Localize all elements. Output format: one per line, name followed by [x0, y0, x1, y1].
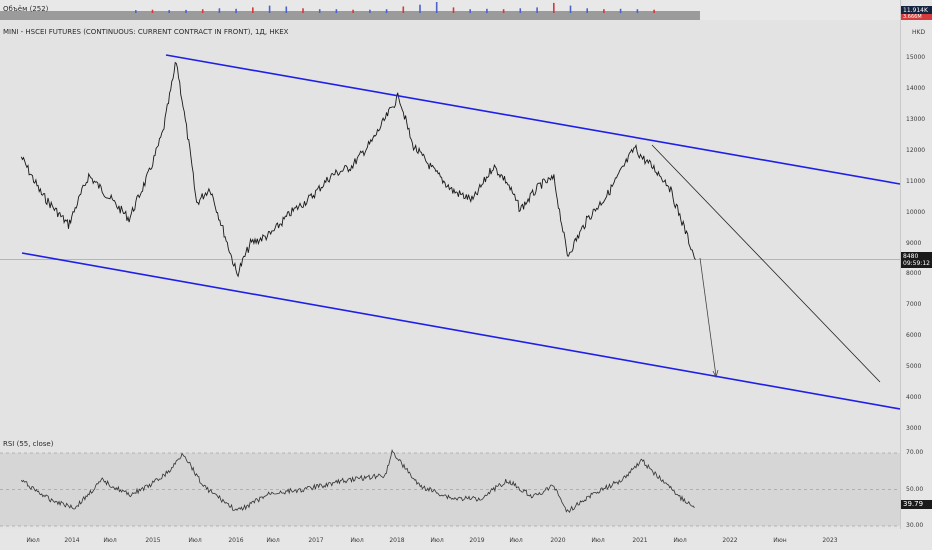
volume-bar: [252, 7, 254, 13]
time-tick-label: 2016: [228, 537, 244, 544]
time-tick-label: Июл: [591, 537, 605, 544]
volume-bar: [502, 9, 505, 13]
volume-bar: [536, 7, 538, 13]
price-tick-label: 4000: [906, 394, 922, 402]
volume-bar: [435, 2, 438, 13]
time-tick-label: 2017: [308, 537, 324, 544]
price-tick-label: 7000: [906, 301, 922, 309]
time-tick-label: 2014: [64, 537, 80, 544]
price-tick-label: 14000: [906, 84, 926, 92]
volume-bar: [469, 9, 471, 13]
time-tick-label: Июн: [773, 537, 787, 544]
price-tick-label: 15000: [906, 54, 926, 61]
lower-channel-line: [21, 252, 901, 410]
time-tick-label: Июл: [26, 537, 40, 544]
volume-bar: [653, 9, 655, 13]
volume-chart: [0, 2, 700, 20]
symbol-title: MINI - HSCEI FUTURES (CONTINUOUS: CURREN…: [3, 28, 289, 36]
volume-bar: [569, 5, 572, 13]
time-tick-label: 2020: [550, 537, 566, 544]
upper-channel-line: [165, 54, 901, 185]
volume-bar: [619, 8, 622, 14]
price-tick-label: 5000: [906, 363, 922, 371]
volume-bar: [135, 10, 137, 13]
currency-label: HKD: [912, 29, 926, 36]
price-pane: MINI - HSCEI FUTURES (CONTINUOUS: CURREN…: [0, 20, 901, 437]
time-tick-label: 2022: [722, 537, 738, 544]
volume-bar: [218, 8, 221, 13]
time-tick-label: Июл: [509, 537, 523, 544]
arrow-line: [699, 257, 717, 377]
time-tick-label: 2021: [632, 537, 648, 544]
price-tick-label: 12000: [906, 146, 926, 154]
volume-bar: [318, 9, 321, 13]
time-tick-label: Июл: [350, 537, 364, 544]
rsi-value-tag: 39.79: [901, 500, 932, 509]
trend-line: [651, 144, 881, 383]
volume-bar: [201, 9, 204, 13]
volume-bar: [553, 2, 555, 14]
time-tick-label: 2015: [145, 537, 161, 544]
volume-bar: [385, 9, 388, 13]
rsi-series: [20, 448, 695, 513]
time-tick-label: 2019: [469, 537, 485, 544]
volume-bar: [335, 9, 338, 13]
volume-bar: [519, 8, 522, 13]
time-tick-label: 2018: [389, 537, 405, 544]
price-tick-label: 9000: [906, 239, 922, 247]
time-axis[interactable]: Июл 2014 Июл 2015 Июл 2016 Июл 2017 Июл 2018 Июл 20…: [0, 529, 932, 550]
price-tick-label: 6000: [906, 332, 922, 340]
volume-pane: Объём (252): [0, 0, 900, 20]
rsi-tick-label: 30.00: [906, 522, 924, 529]
volume-value-tag: 11.914K: [901, 6, 932, 15]
time-tick-label: Июл: [430, 537, 444, 544]
price-tick-label: 10000: [906, 208, 926, 216]
volume-bar: [185, 9, 187, 13]
time-tick-label: Июл: [188, 537, 202, 544]
volume-bar: [168, 10, 170, 13]
rsi-tick-label: 70.00: [906, 449, 924, 456]
volume-bar: [603, 9, 605, 13]
rsi-title: RSI (55, close): [3, 440, 54, 448]
time-tick-label: Июл: [103, 537, 117, 544]
bar-close-timer: 09:59:12: [903, 260, 930, 267]
volume-bar: [151, 9, 154, 13]
time-tick-label: 2023: [822, 537, 838, 544]
price-tick-label: 13000: [906, 115, 926, 123]
price-series: [20, 61, 696, 278]
time-tick-label: Июл: [266, 537, 280, 544]
volume-bar: [452, 7, 455, 13]
volume-bar: [352, 9, 354, 13]
volume-title: Объём (252): [3, 5, 49, 13]
volume-baseline-fill: [0, 11, 700, 20]
rsi-tick-label: 50.00: [906, 485, 924, 493]
volume-bar: [369, 9, 371, 13]
volume-bar: [419, 4, 421, 13]
volume-bar: [402, 6, 405, 13]
price-tick-label: 3000: [906, 425, 922, 432]
price-chart: [0, 54, 901, 410]
volume-bar: [586, 8, 588, 13]
volume-secondary-tag: 3.666M: [901, 14, 932, 20]
volume-bar: [486, 8, 488, 14]
rsi-pane: RSI (55, close): [0, 437, 900, 529]
time-tick-label: Июл: [673, 537, 687, 544]
current-price-tag: 8480 09:59:12: [901, 252, 932, 268]
current-price: 8480: [903, 253, 919, 260]
price-tick-label: 11000: [906, 177, 926, 185]
price-tick-label: 8000: [906, 270, 922, 278]
volume-bar: [636, 9, 639, 13]
volume-bar: [302, 8, 304, 13]
volume-bar: [268, 5, 271, 13]
rsi-chart: [0, 448, 900, 527]
volume-bar: [285, 6, 288, 13]
volume-bar: [235, 8, 237, 14]
arrow-head: [712, 369, 719, 379]
